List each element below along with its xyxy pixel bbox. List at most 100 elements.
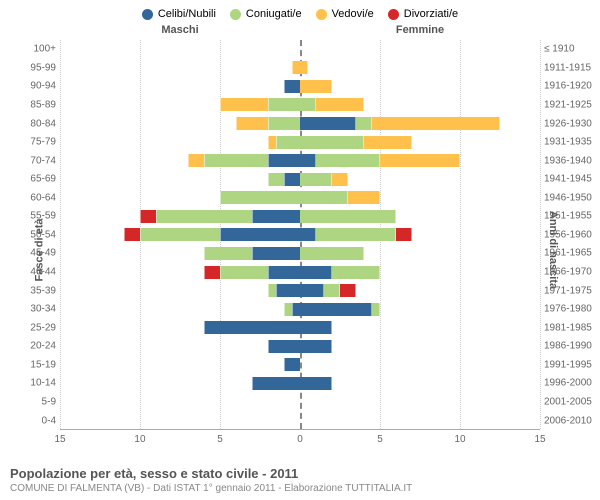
legend-swatch xyxy=(316,9,327,20)
pyramid-row: 80-841926-1930 xyxy=(60,114,540,133)
x-tick-label: 10 xyxy=(454,434,465,445)
age-label: 40-44 xyxy=(6,267,56,278)
bar-segment xyxy=(284,358,300,371)
header-male: Maschi xyxy=(60,24,300,36)
x-tick-label: 5 xyxy=(217,434,223,445)
bar-segment xyxy=(268,136,276,149)
x-tick-label: 15 xyxy=(534,434,545,445)
bar-segment xyxy=(188,154,204,167)
birth-year-label: 2001-2005 xyxy=(544,396,598,407)
bar-segment xyxy=(204,247,252,260)
gender-header: Maschi Femmine xyxy=(0,24,600,36)
birth-year-label: 1956-1960 xyxy=(544,229,598,240)
birth-year-label: 1996-2000 xyxy=(544,378,598,389)
bar-segment xyxy=(204,321,300,334)
female-bar xyxy=(300,114,540,133)
pyramid-row: 60-641946-1950 xyxy=(60,189,540,208)
pyramid-row: 85-891921-1925 xyxy=(60,96,540,115)
bar-segment xyxy=(268,98,300,111)
bar-segment xyxy=(300,303,372,316)
bar-segment xyxy=(380,154,460,167)
age-label: 55-59 xyxy=(6,211,56,222)
bar-segment xyxy=(268,284,276,297)
male-bar xyxy=(60,40,300,59)
female-bar xyxy=(300,40,540,59)
bar-segment xyxy=(140,228,220,241)
bar-segment xyxy=(316,154,380,167)
bar-segment xyxy=(268,154,300,167)
female-bar xyxy=(300,411,540,430)
bar-segment xyxy=(284,173,300,186)
female-bar xyxy=(300,151,540,170)
birth-year-label: 1971-1975 xyxy=(544,285,598,296)
age-label: 60-64 xyxy=(6,192,56,203)
birth-year-label: 2006-2010 xyxy=(544,415,598,426)
pyramid-row: 40-441966-1970 xyxy=(60,263,540,282)
bar-segment xyxy=(268,266,300,279)
bar-segment xyxy=(204,154,268,167)
bar-segment xyxy=(364,136,412,149)
chart-title: Popolazione per età, sesso e stato civil… xyxy=(10,466,590,481)
chart-footer: Popolazione per età, sesso e stato civil… xyxy=(10,466,590,494)
age-label: 95-99 xyxy=(6,62,56,73)
age-label: 5-9 xyxy=(6,396,56,407)
birth-year-label: 1941-1945 xyxy=(544,174,598,185)
pyramid-row: 5-92001-2005 xyxy=(60,393,540,412)
pyramid-row: 30-341976-1980 xyxy=(60,300,540,319)
birth-year-label: 1916-1920 xyxy=(544,81,598,92)
bar-segment xyxy=(204,266,220,279)
pyramid-row: 90-941916-1920 xyxy=(60,77,540,96)
pyramid-row: 75-791931-1935 xyxy=(60,133,540,152)
bar-segment xyxy=(348,191,380,204)
bar-segment xyxy=(372,303,380,316)
male-bar xyxy=(60,96,300,115)
female-bar xyxy=(300,96,540,115)
bar-segment xyxy=(276,284,300,297)
bar-segment xyxy=(332,266,380,279)
birth-year-label: 1936-1940 xyxy=(544,155,598,166)
legend-swatch xyxy=(388,9,399,20)
female-bar xyxy=(300,356,540,375)
pyramid-row: 100+≤ 1910 xyxy=(60,40,540,59)
bar-segment xyxy=(300,61,308,74)
male-bar xyxy=(60,244,300,263)
pyramid-row: 35-391971-1975 xyxy=(60,281,540,300)
legend-label: Divorziati/e xyxy=(404,8,458,20)
legend: Celibi/NubiliConiugati/eVedovi/eDivorzia… xyxy=(0,0,600,24)
age-label: 100+ xyxy=(6,44,56,55)
birth-year-label: 1981-1985 xyxy=(544,322,598,333)
bar-segment xyxy=(300,228,316,241)
male-bar xyxy=(60,337,300,356)
male-bar xyxy=(60,77,300,96)
bar-segment xyxy=(300,210,396,223)
age-label: 20-24 xyxy=(6,341,56,352)
bar-segment xyxy=(372,117,500,130)
bar-segment xyxy=(300,284,324,297)
legend-label: Celibi/Nubili xyxy=(158,8,216,20)
bar-segment xyxy=(300,173,332,186)
age-label: 70-74 xyxy=(6,155,56,166)
pyramid-row: 0-42006-2010 xyxy=(60,411,540,430)
bar-segment xyxy=(268,173,284,186)
pyramid-row: 55-591951-1955 xyxy=(60,207,540,226)
bar-segment xyxy=(300,266,332,279)
population-pyramid-chart: Celibi/NubiliConiugati/eVedovi/eDivorzia… xyxy=(0,0,600,500)
legend-item: Divorziati/e xyxy=(388,8,458,20)
birth-year-label: ≤ 1910 xyxy=(544,44,598,55)
bar-segment xyxy=(252,247,300,260)
bar-segment xyxy=(252,210,300,223)
male-bar xyxy=(60,170,300,189)
birth-year-label: 1991-1995 xyxy=(544,359,598,370)
female-bar xyxy=(300,337,540,356)
birth-year-label: 1961-1965 xyxy=(544,248,598,259)
male-bar xyxy=(60,281,300,300)
pyramid-row: 45-491961-1965 xyxy=(60,244,540,263)
bar-segment xyxy=(396,228,412,241)
bar-segment xyxy=(292,303,300,316)
bar-segment xyxy=(300,377,332,390)
x-tick-label: 15 xyxy=(54,434,65,445)
bar-segment xyxy=(324,284,340,297)
female-bar xyxy=(300,300,540,319)
pyramid-row: 70-741936-1940 xyxy=(60,151,540,170)
female-bar xyxy=(300,393,540,412)
